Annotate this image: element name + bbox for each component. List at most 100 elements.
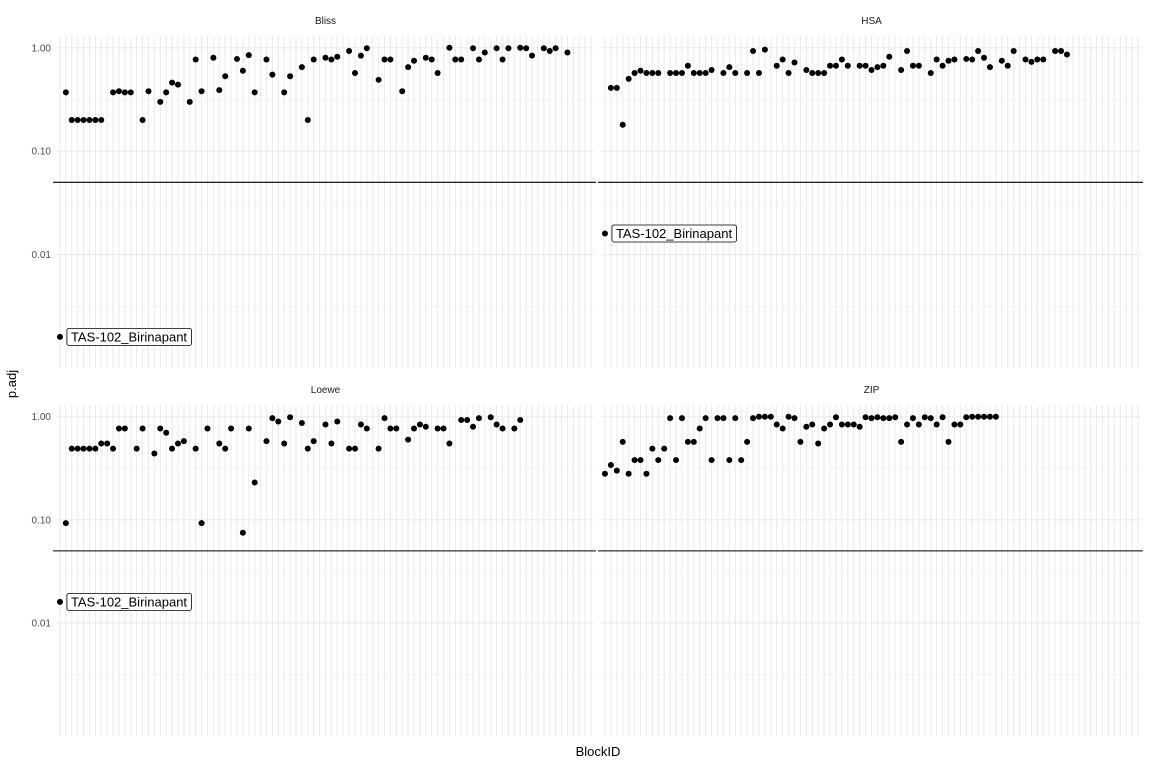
data-point [868,415,875,422]
data-point [738,457,745,464]
data-point [601,230,608,237]
data-point [726,64,733,71]
data-point [210,54,217,61]
data-point [198,520,205,527]
data-point [945,438,952,445]
data-point [375,445,382,452]
data-point [540,45,547,52]
data-point [80,117,87,124]
data-point [1063,51,1070,58]
data-point [619,121,626,128]
data-point [304,117,311,124]
facet-strip-title: ZIP [864,385,880,396]
data-point [755,413,762,420]
data-point [245,425,252,432]
data-point [915,62,922,69]
data-point [68,117,75,124]
data-point [655,70,662,77]
label-layer: TAS-102_Birinapant TAS-102_Birinapant TAS-… [66,224,737,611]
data-point [56,333,63,340]
data-point [239,529,246,536]
data-point [874,414,881,421]
data-point [720,70,727,77]
data-point [222,73,229,80]
data-point [886,415,893,422]
data-point [690,438,697,445]
data-point [969,413,976,420]
data-point [363,425,370,432]
data-point [904,48,911,55]
data-point [287,73,294,80]
data-point [74,445,81,452]
y-tick-label: 0.01 [32,618,52,629]
data-point [481,49,488,56]
data-point [732,70,739,77]
data-point [838,421,845,428]
data-point [981,413,988,420]
data-point [992,413,999,420]
data-point [139,117,146,124]
point-layer [56,44,1070,605]
data-point [104,440,111,447]
data-point [773,62,780,69]
data-point [696,425,703,432]
data-point [269,415,276,422]
data-point [667,70,674,77]
data-point [470,423,477,430]
data-point [275,418,282,425]
data-point [791,59,798,66]
data-point [328,56,335,63]
data-point [251,89,258,96]
data-point [139,425,146,432]
data-point [86,117,93,124]
data-point [909,415,916,422]
data-point [552,45,559,52]
data-point [192,445,199,452]
data-point [169,445,176,452]
data-point [702,70,709,77]
data-point [245,52,252,59]
data-point [198,88,205,95]
data-point [458,416,465,423]
data-point [334,53,341,60]
facet-strip-title: HSA [861,16,882,27]
data-point [133,445,140,452]
data-point [393,425,400,432]
point-label-box [66,327,192,346]
data-point [785,413,792,420]
data-point [898,438,905,445]
data-point [827,421,834,428]
data-point [886,53,893,60]
data-point [898,66,905,73]
data-point [511,425,518,432]
data-point [957,421,964,428]
point-label-text: TAS-102_Birinapant [71,594,187,609]
y-tick-label: 1.00 [32,43,52,54]
data-point [667,415,674,422]
data-point [803,423,810,430]
data-point [619,438,626,445]
data-point [493,45,500,52]
data-point [434,425,441,432]
data-point [714,415,721,422]
data-point [322,421,329,428]
data-point [767,413,774,420]
data-point [915,421,922,428]
data-point [357,52,364,59]
data-point [613,467,620,474]
data-point [939,414,946,421]
data-point [904,421,911,428]
data-point [637,67,644,74]
data-point [951,421,958,428]
data-point [963,414,970,421]
data-point [832,62,839,69]
data-point [163,429,170,436]
data-point [832,414,839,421]
data-point [607,462,614,469]
data-point [809,70,816,77]
data-point [310,438,317,445]
data-point [346,445,353,452]
point-label-text: TAS-102_Birinapant [71,329,187,344]
data-point [927,415,934,422]
